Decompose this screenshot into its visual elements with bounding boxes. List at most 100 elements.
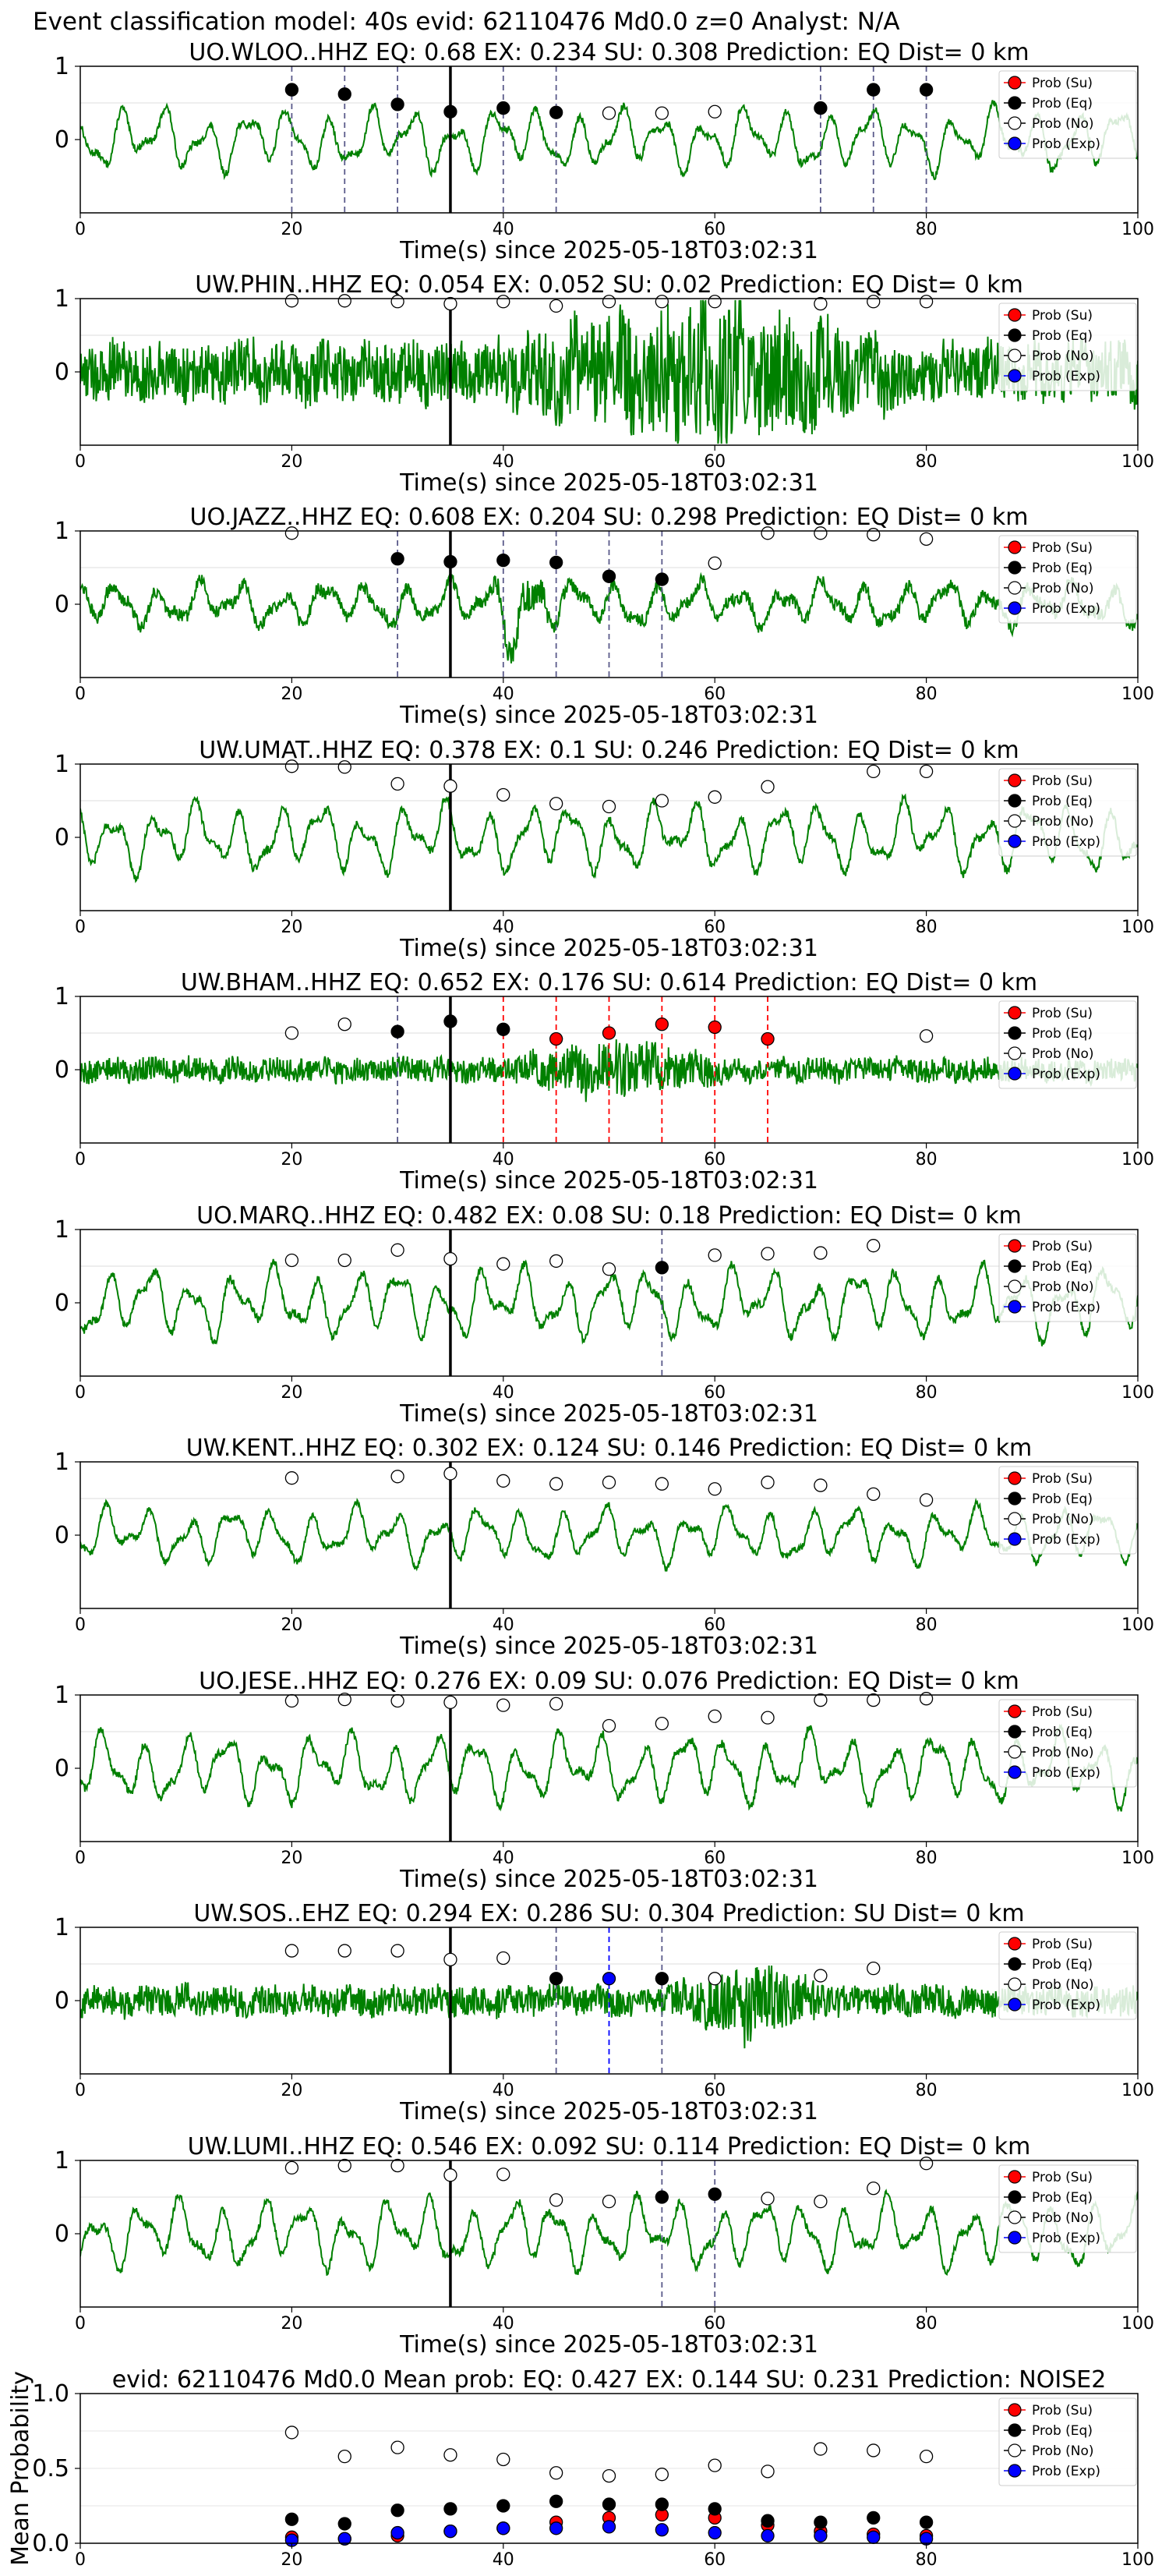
legend-marker-eq [1008, 328, 1022, 342]
x-tick-label: 80 [916, 2550, 938, 2570]
legend-marker-eq [1008, 1491, 1022, 1506]
x-axis-label: Time(s) since 2025-05-18T03:02:31 [399, 1633, 818, 1660]
prob-point-exp [602, 1972, 616, 1986]
x-tick-label: 20 [281, 1383, 302, 1403]
waveform-trace [80, 571, 1138, 663]
prob-point-no [496, 1951, 510, 1966]
y-tick-label: 0 [55, 359, 69, 386]
panel-title: UO.JAZZ..HHZ EQ: 0.608 EX: 0.204 SU: 0.2… [190, 504, 1029, 531]
legend-label-su: Prob (Su) [1032, 773, 1093, 789]
station-panel: UW.LUMI..HHZ EQ: 0.546 EX: 0.092 SU: 0.1… [55, 2133, 1154, 2358]
legend-marker-no [1008, 1977, 1022, 1991]
prob-point-no [337, 1253, 351, 1268]
prob-point-eq [655, 1972, 669, 1986]
mean-prob-point-eq [814, 2515, 828, 2529]
x-tick-label: 100 [1121, 1849, 1154, 1868]
legend-marker-exp [1008, 1300, 1022, 1314]
prob-point-eq [443, 1014, 457, 1028]
prob-point-no [708, 295, 722, 309]
prob-point-no [708, 104, 722, 119]
prob-point-eq [708, 2187, 722, 2201]
legend-label-no: Prob (No) [1032, 1745, 1094, 1760]
mean-prob-point-eq [919, 2515, 934, 2529]
prob-point-no [390, 1693, 404, 1708]
x-tick-label: 20 [281, 2081, 302, 2100]
x-tick-label: 40 [493, 2081, 514, 2100]
mean-prob-point-no [867, 2443, 881, 2457]
x-tick-label: 80 [916, 1150, 938, 1169]
prob-point-eq [655, 1261, 669, 1275]
legend-label-su: Prob (Su) [1032, 1704, 1093, 1720]
prob-point-no [655, 106, 669, 120]
prob-point-no [761, 526, 775, 540]
prob-point-eq [496, 553, 510, 568]
prob-point-eq [443, 554, 457, 569]
x-axis-label: Time(s) since 2025-05-18T03:02:31 [399, 1866, 818, 1893]
x-tick-label: 0 [75, 1849, 86, 1868]
mean-prob-point-exp [337, 2532, 351, 2546]
legend-label-su: Prob (Su) [1032, 2403, 1093, 2419]
x-tick-label: 40 [493, 918, 514, 937]
prob-point-eq [867, 83, 881, 97]
prob-point-no [443, 1467, 457, 1481]
prob-point-no [284, 759, 299, 773]
prob-point-no [602, 106, 616, 120]
x-tick-label: 0 [75, 685, 86, 704]
prob-point-no [708, 556, 722, 571]
y-tick-label: 1 [55, 1216, 69, 1244]
x-tick-label: 0 [75, 1383, 86, 1403]
legend-marker-no [1008, 1745, 1022, 1759]
legend-label-eq: Prob (Eq) [1032, 2190, 1093, 2206]
prob-point-no [602, 1262, 616, 1276]
prob-point-eq [814, 101, 828, 115]
prob-point-no [655, 295, 669, 309]
x-tick-label: 60 [704, 1615, 726, 1635]
legend: Prob (Su) Prob (Eq) Prob (No) Prob (Exp) [998, 535, 1137, 624]
x-tick-label: 60 [704, 2314, 726, 2334]
panel-title: UO.MARQ..HHZ EQ: 0.482 EX: 0.08 SU: 0.18… [196, 1202, 1022, 1230]
legend: Prob (Su) Prob (Eq) Prob (No) Prob (Exp) [998, 2397, 1137, 2486]
mean-prob-point-no [708, 2458, 722, 2472]
legend-label-su: Prob (Su) [1032, 1937, 1093, 1952]
mean-prob-point-exp [602, 2520, 616, 2534]
legend-marker-no [1008, 814, 1022, 828]
x-axis-label: Time(s) since 2025-05-18T03:02:31 [399, 1167, 818, 1194]
prob-point-no [390, 1470, 404, 1484]
y-axis-label: Mean Probability [7, 2371, 34, 2566]
legend-label-exp: Prob (Exp) [1032, 1067, 1100, 1082]
prob-point-no [284, 1026, 299, 1040]
legend-label-exp: Prob (Exp) [1032, 1300, 1100, 1315]
x-tick-label: 40 [493, 685, 514, 704]
legend-marker-no [1008, 1046, 1022, 1060]
x-tick-label: 40 [493, 220, 514, 239]
legend-marker-eq [1008, 2423, 1022, 2437]
prob-point-no [496, 1698, 510, 1712]
prob-point-su [602, 1026, 616, 1040]
prob-point-no [708, 1482, 722, 1496]
legend-marker-eq [1008, 1026, 1022, 1040]
axes-frame [79, 2160, 1139, 2308]
prob-point-no [814, 1969, 828, 1983]
prob-point-no [814, 526, 828, 540]
x-tick-label: 60 [704, 220, 726, 239]
legend-frame [998, 768, 1137, 857]
mean-prob-point-eq [284, 2512, 299, 2526]
mean-prob-point-no [337, 2449, 351, 2464]
x-axis-label: Time(s) since 2025-05-18T03:02:31 [399, 2331, 818, 2358]
legend-marker-exp [1008, 601, 1022, 615]
x-tick-label: 80 [916, 1383, 938, 1403]
legend-label-no: Prob (No) [1032, 1512, 1094, 1527]
prob-point-no [284, 294, 299, 308]
x-tick-label: 60 [704, 2550, 726, 2570]
legend-marker-su [1008, 1006, 1022, 1020]
x-tick-label: 40 [493, 1383, 514, 1403]
waveform-trace [80, 2189, 1138, 2277]
legend: Prob (Su) Prob (Eq) Prob (No) Prob (Exp) [998, 1000, 1137, 1089]
x-tick-label: 40 [493, 1150, 514, 1169]
x-tick-label: 20 [281, 220, 302, 239]
legend-label-no: Prob (No) [1032, 2443, 1094, 2459]
prob-point-no [549, 797, 563, 811]
prob-point-no [443, 779, 457, 793]
x-axis-label: Time(s) since 2025-05-18T03:02:31 [399, 702, 818, 729]
y-tick-label: 0 [55, 1290, 69, 1317]
